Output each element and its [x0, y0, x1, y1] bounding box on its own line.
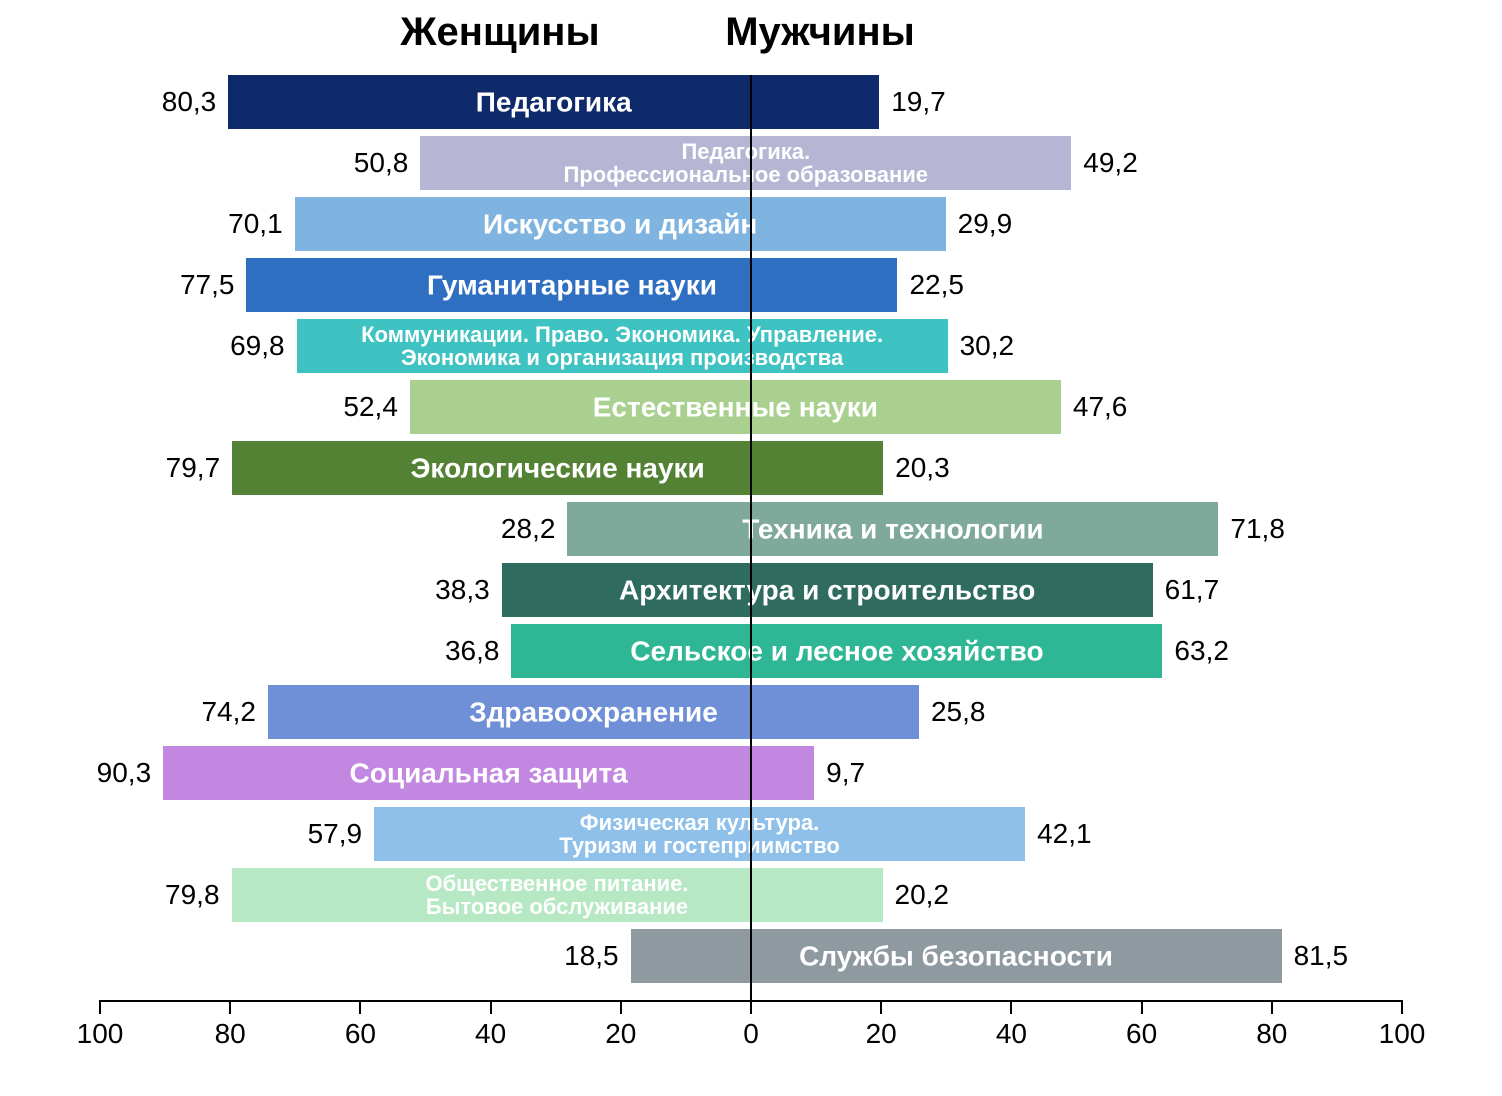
value-left: 77,5	[180, 269, 235, 301]
axis-tick-label: 40	[996, 1018, 1027, 1050]
value-left: 38,3	[435, 574, 490, 606]
value-left: 79,8	[165, 879, 220, 911]
bar-left	[374, 807, 751, 861]
value-right: 81,5	[1294, 940, 1349, 972]
bar-left	[420, 136, 751, 190]
value-right: 19,7	[891, 86, 946, 118]
axis-tick	[1271, 1000, 1273, 1014]
bar-right	[751, 75, 879, 129]
value-left: 28,2	[501, 513, 556, 545]
axis-tick	[359, 1000, 361, 1014]
axis-tick-label: 40	[475, 1018, 506, 1050]
bar-left	[228, 75, 751, 129]
value-right: 63,2	[1174, 635, 1229, 667]
axis-tick	[229, 1000, 231, 1014]
axis-tick	[99, 1000, 101, 1014]
value-right: 42,1	[1037, 818, 1092, 850]
axis-tick-label: 20	[605, 1018, 636, 1050]
bar-left	[511, 624, 751, 678]
axis-tick	[490, 1000, 492, 1014]
value-right: 29,9	[958, 208, 1013, 240]
bar-right	[751, 685, 919, 739]
value-left: 18,5	[564, 940, 619, 972]
axis-tick	[1401, 1000, 1403, 1014]
bar-left	[295, 197, 751, 251]
value-left: 74,2	[201, 696, 256, 728]
value-right: 61,7	[1165, 574, 1220, 606]
value-left: 50,8	[354, 147, 409, 179]
bar-left	[567, 502, 751, 556]
axis-tick-label: 60	[1126, 1018, 1157, 1050]
bar-left	[232, 868, 751, 922]
bar-right	[751, 624, 1162, 678]
bar-right	[751, 746, 814, 800]
value-left: 36,8	[445, 635, 500, 667]
bar-right	[751, 258, 897, 312]
value-left: 69,8	[230, 330, 285, 362]
bar-left	[163, 746, 751, 800]
bar-left	[410, 380, 751, 434]
center-axis	[750, 75, 752, 1000]
axis-tick-label: 80	[215, 1018, 246, 1050]
axis-tick	[880, 1000, 882, 1014]
bar-left	[268, 685, 751, 739]
value-left: 52,4	[343, 391, 398, 423]
axis-tick-label: 60	[345, 1018, 376, 1050]
bar-left	[297, 319, 751, 373]
bar-right	[751, 868, 883, 922]
axis-tick	[1141, 1000, 1143, 1014]
bar-left	[246, 258, 751, 312]
diverging-bar-chart: ЖенщиныМужчиныПедагогика80,319,7Педагоги…	[0, 0, 1502, 1096]
value-right: 20,2	[895, 879, 950, 911]
bar-right	[751, 929, 1282, 983]
value-left: 57,9	[308, 818, 363, 850]
header-men: Мужчины	[725, 10, 915, 55]
bar-right	[751, 380, 1061, 434]
bar-right	[751, 197, 946, 251]
axis-tick-label: 20	[866, 1018, 897, 1050]
bar-right	[751, 136, 1071, 190]
value-left: 79,7	[166, 452, 221, 484]
axis-tick	[1010, 1000, 1012, 1014]
value-left: 80,3	[162, 86, 217, 118]
bar-right	[751, 807, 1025, 861]
bar-right	[751, 319, 948, 373]
axis-tick	[750, 1000, 752, 1014]
bar-right	[751, 563, 1153, 617]
header-women: Женщины	[400, 10, 599, 55]
bar-left	[631, 929, 751, 983]
bar-right	[751, 502, 1218, 556]
axis-tick-label: 0	[743, 1018, 759, 1050]
axis-tick-label: 100	[1379, 1018, 1426, 1050]
value-left: 70,1	[228, 208, 283, 240]
value-right: 47,6	[1073, 391, 1128, 423]
axis-tick-label: 80	[1256, 1018, 1287, 1050]
bar-left	[502, 563, 751, 617]
value-right: 9,7	[826, 757, 865, 789]
value-right: 22,5	[909, 269, 964, 301]
value-right: 49,2	[1083, 147, 1138, 179]
axis-tick-label: 100	[77, 1018, 124, 1050]
value-right: 25,8	[931, 696, 986, 728]
bar-right	[751, 441, 883, 495]
value-right: 30,2	[960, 330, 1015, 362]
value-right: 71,8	[1230, 513, 1285, 545]
axis-tick	[620, 1000, 622, 1014]
bar-left	[232, 441, 751, 495]
value-left: 90,3	[97, 757, 152, 789]
value-right: 20,3	[895, 452, 950, 484]
